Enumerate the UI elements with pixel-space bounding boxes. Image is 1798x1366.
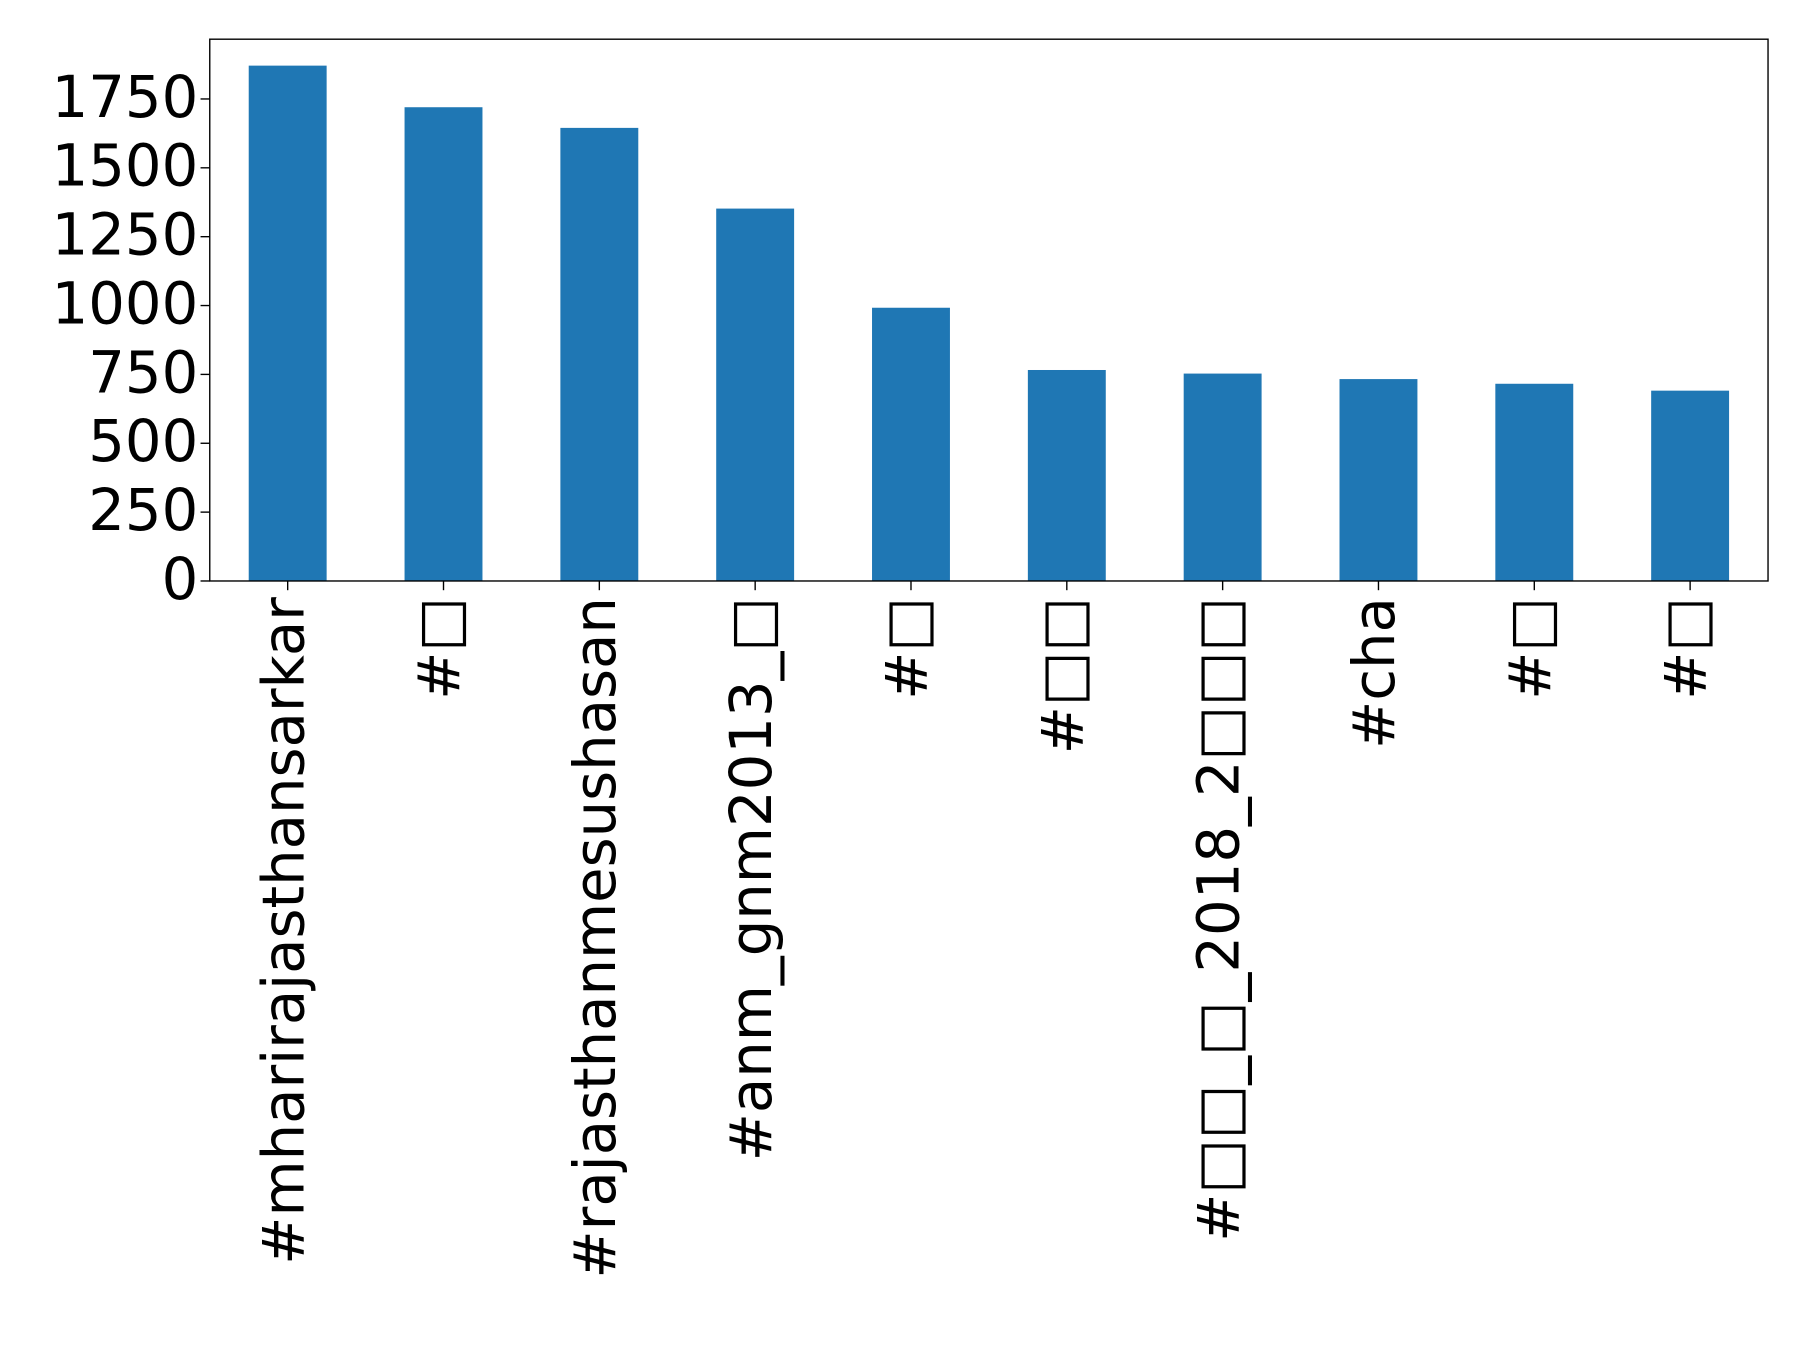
x-tick-label: #□ (874, 597, 941, 700)
x-tick-label: #anm_gnm2013_□ (718, 597, 785, 1161)
bar (404, 107, 483, 581)
y-tick-label: 500 (88, 408, 198, 475)
bar (1651, 390, 1730, 581)
plot-frame (209, 38, 1769, 582)
y-tick-label: 250 (88, 477, 198, 544)
x-tick-label: #rajasthanmesushasan (562, 597, 629, 1278)
y-tick-label: 1500 (52, 133, 199, 200)
x-tick-label: #□ (1497, 597, 1564, 700)
y-tick-label: 1000 (52, 270, 199, 337)
x-tick-label: #cha (1341, 597, 1408, 749)
y-tick-label: 1750 (52, 64, 199, 131)
bar (248, 65, 327, 581)
y-tick-label: 750 (88, 339, 198, 406)
y-tick-label: 1250 (52, 202, 199, 269)
x-tick-label: #□□_□_2018_2□□□ (1185, 597, 1252, 1242)
x-tick-label: #□ (1653, 597, 1720, 700)
bar (872, 307, 950, 581)
x-tick-label: #mharirajasthansarkar (250, 597, 317, 1265)
bar (1339, 379, 1418, 581)
bar (1183, 373, 1262, 581)
x-tick-label: #□ (406, 597, 473, 700)
bar (716, 208, 795, 581)
bar (1495, 383, 1574, 581)
y-tick-label: 0 (162, 546, 199, 613)
x-tick-label: #□□ (1029, 597, 1096, 754)
bar (1027, 369, 1106, 581)
bar (560, 127, 639, 581)
